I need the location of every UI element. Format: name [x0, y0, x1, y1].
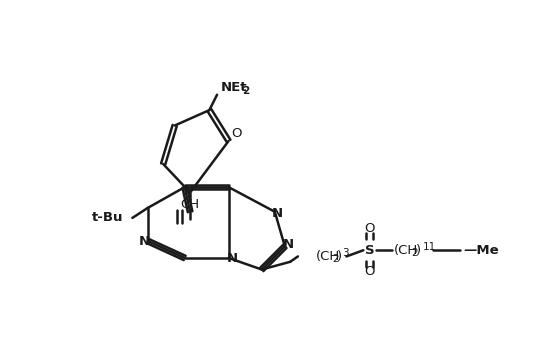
Text: t-Bu: t-Bu: [92, 211, 123, 225]
Text: O: O: [364, 222, 375, 235]
Text: 3: 3: [342, 249, 349, 258]
Text: CH: CH: [180, 198, 200, 210]
Text: ): ): [416, 244, 421, 257]
Text: (CH: (CH: [316, 250, 340, 263]
Text: 11: 11: [423, 242, 436, 252]
Text: N: N: [282, 238, 294, 251]
Text: S: S: [365, 244, 374, 257]
Text: O: O: [231, 127, 241, 140]
Text: 2: 2: [242, 86, 249, 96]
Text: 2: 2: [411, 249, 418, 258]
Text: (CH: (CH: [394, 244, 418, 257]
Text: —Me: —Me: [463, 244, 499, 257]
Text: O: O: [364, 265, 375, 278]
Text: NEt: NEt: [221, 80, 248, 94]
Text: N: N: [271, 207, 282, 220]
Text: 2: 2: [332, 255, 339, 264]
Text: N: N: [227, 252, 238, 265]
Text: N: N: [139, 234, 150, 247]
Text: ): ): [337, 250, 342, 263]
